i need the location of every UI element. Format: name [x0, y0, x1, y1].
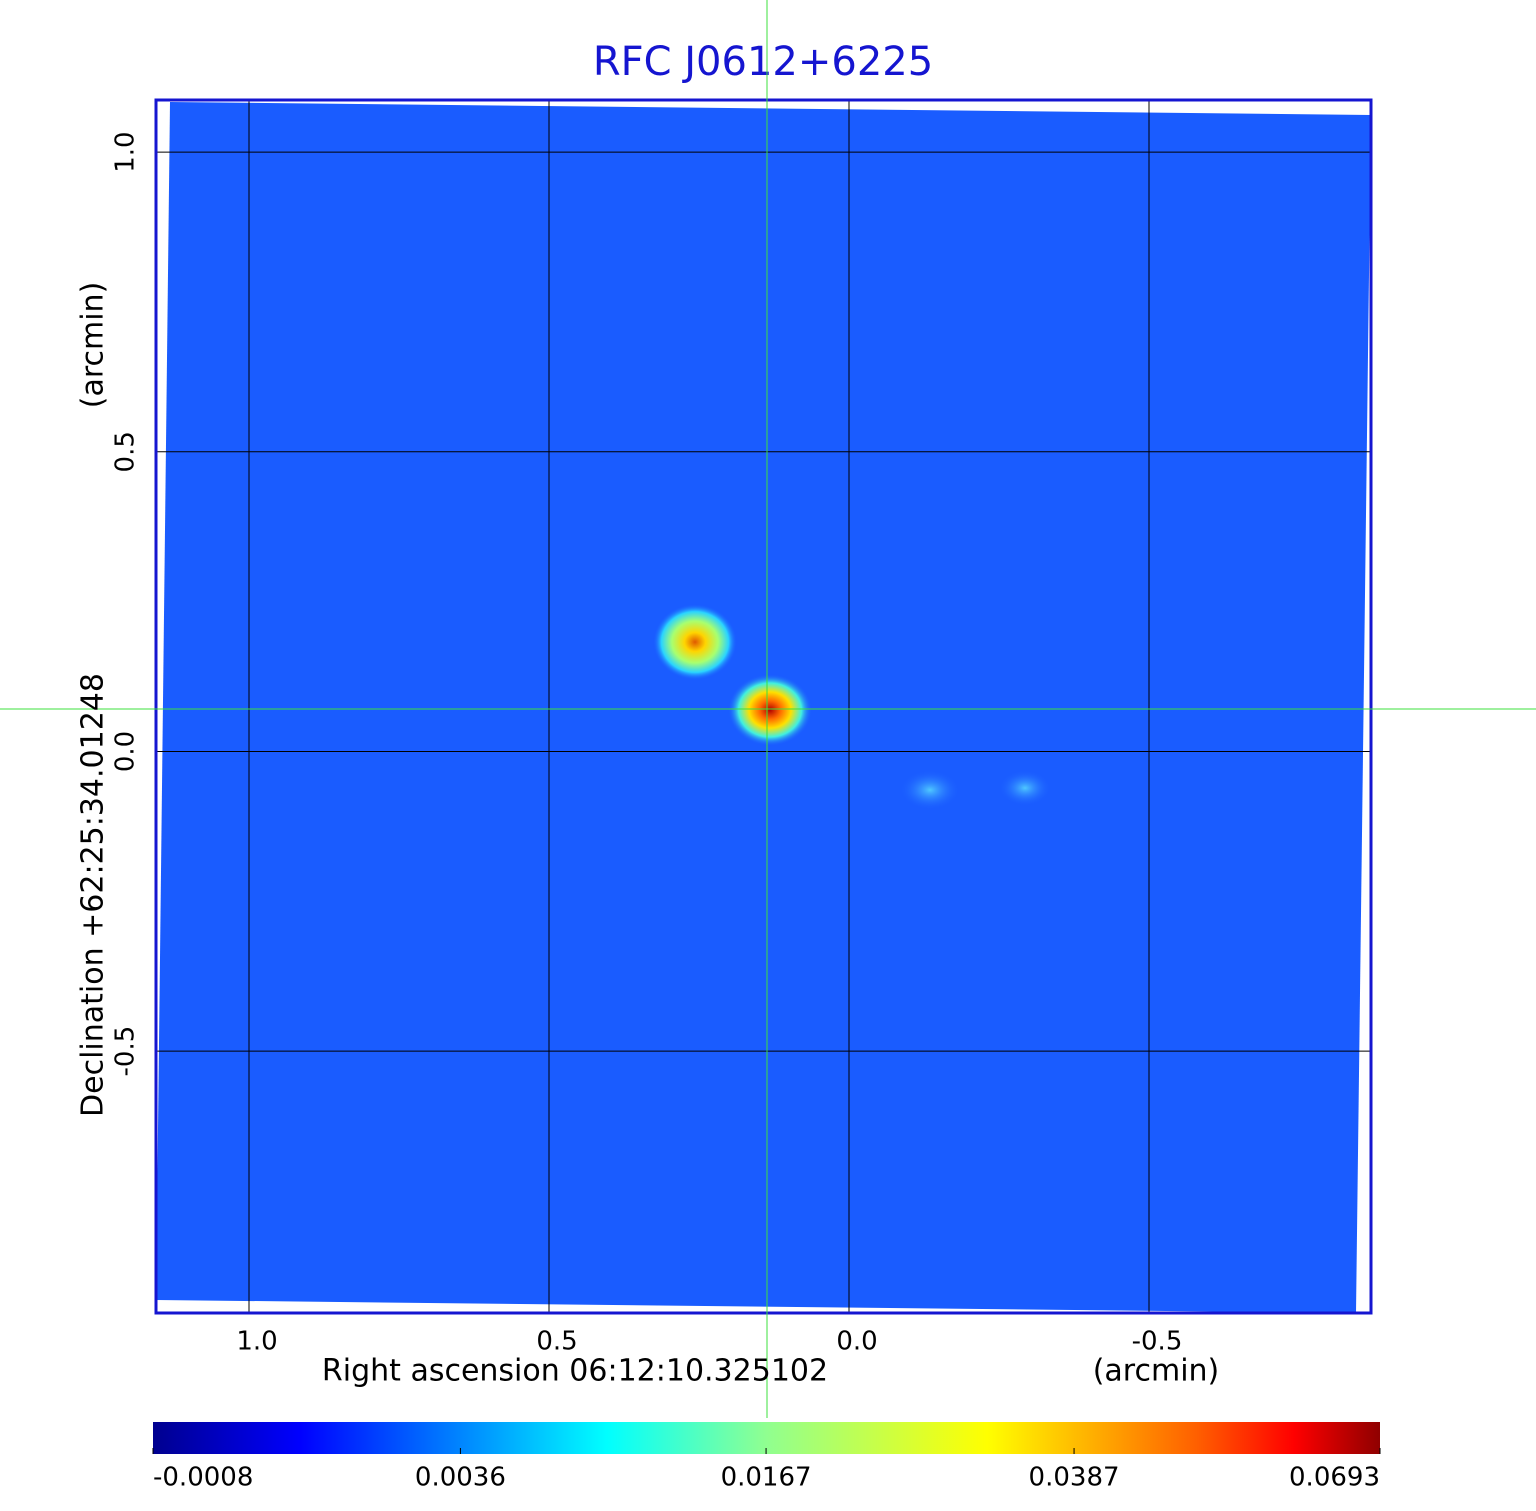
x-tick-label: 0.5	[536, 1327, 577, 1357]
x-axis-label: Right ascension 06:12:10.325102	[322, 1354, 828, 1389]
colorbar-tick-label: 0.0036	[415, 1463, 506, 1493]
y-tick-label: 0.0	[111, 731, 141, 772]
source	[900, 770, 960, 810]
colorbar-tick-label: 0.0167	[721, 1463, 812, 1493]
y-axis-label: Declination +62:25:34.01248	[76, 673, 111, 1117]
colorbar-tick-label: 0.0387	[1029, 1463, 1120, 1493]
plot-frame	[154, 98, 1373, 1315]
y-tick-label: -0.5	[111, 1026, 141, 1077]
source	[728, 674, 812, 746]
x-tick-label: 0.0	[836, 1327, 877, 1357]
x-tick-label: 1.0	[236, 1327, 277, 1357]
plot-area	[156, 100, 1371, 1313]
y-axis-unit: (arcmin)	[76, 282, 111, 409]
colorbar-tick-label: -0.0008	[153, 1463, 253, 1493]
x-axis-unit: (arcmin)	[1093, 1354, 1220, 1389]
y-tick-label: 0.5	[111, 431, 141, 472]
source	[999, 770, 1051, 806]
x-tick-label: -0.5	[1132, 1327, 1183, 1357]
colorbar-tick-label: 0.0693	[1289, 1463, 1380, 1493]
chart-title: RFC J0612+6225	[593, 39, 933, 85]
source	[653, 604, 737, 680]
y-tick-label: 1.0	[111, 131, 141, 172]
